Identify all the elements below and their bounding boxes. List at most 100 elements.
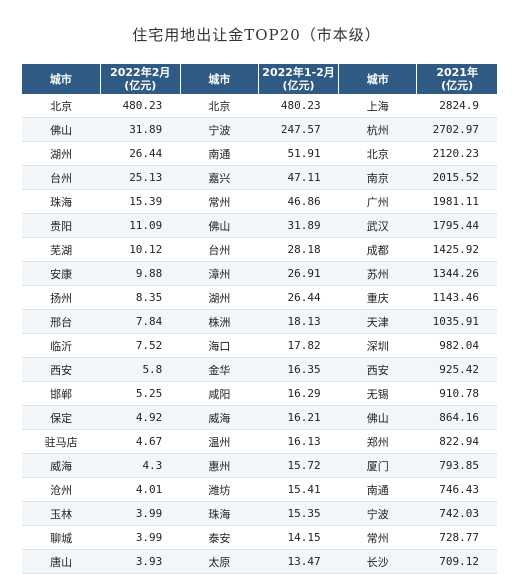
cell-value-2021: 910.78 — [416, 381, 497, 406]
cell-value-2021: 742.03 — [416, 501, 497, 526]
cell-value-feb-2022: 4.67 — [100, 429, 181, 454]
cell-value-janfeb-2022: 480.23 — [258, 94, 339, 118]
cell-value-janfeb-2022: 14.15 — [258, 525, 339, 550]
cell-city-janfeb: 金华 — [180, 357, 259, 382]
cell-value-2021: 2120.23 — [416, 141, 497, 166]
cell-value-feb-2022: 4.92 — [100, 405, 181, 430]
cell-value-2021: 864.16 — [416, 405, 497, 430]
cell-city-janfeb: 嘉兴 — [180, 165, 259, 190]
cell-city-feb: 湖州 — [22, 141, 101, 166]
cell-city-janfeb: 泰安 — [180, 525, 259, 550]
cell-city-2021: 广州 — [338, 189, 417, 214]
header-feb-2022-unit: (亿元) — [124, 79, 157, 92]
cell-value-2021: 728.77 — [416, 525, 497, 550]
table-body: 北京 480.23 北京 480.23 上海 2824.9 佛山 31.89 宁波 247.57 杭… — [22, 94, 497, 574]
header-2021-period: 2021年 — [436, 66, 478, 79]
cell-city-janfeb: 海口 — [180, 333, 259, 358]
cell-city-2021: 无锡 — [338, 381, 417, 406]
header-2021: 2021年 (亿元) — [416, 64, 497, 94]
cell-value-2021: 2015.52 — [416, 165, 497, 190]
cell-value-janfeb-2022: 16.13 — [258, 429, 339, 454]
cell-city-2021: 南京 — [338, 165, 417, 190]
table-row: 西安 5.8 金华 16.35 西安 925.42 — [22, 357, 497, 382]
cell-city-feb: 邯郸 — [22, 381, 101, 406]
cell-value-janfeb-2022: 26.44 — [258, 285, 339, 310]
cell-value-feb-2022: 7.52 — [100, 333, 181, 358]
table-row: 邢台 7.84 株洲 18.13 天津 1035.91 — [22, 309, 497, 334]
cell-city-janfeb: 株洲 — [180, 309, 259, 334]
cell-value-feb-2022: 26.44 — [100, 141, 181, 166]
cell-value-feb-2022: 3.99 — [100, 501, 181, 526]
cell-value-feb-2022: 25.13 — [100, 165, 181, 190]
cell-value-feb-2022: 3.93 — [100, 549, 181, 574]
header-city-feb: 城市 — [22, 64, 101, 94]
cell-city-janfeb: 潍坊 — [180, 477, 259, 502]
cell-value-feb-2022: 9.88 — [100, 261, 181, 286]
cell-value-janfeb-2022: 15.41 — [258, 477, 339, 502]
cell-value-feb-2022: 8.35 — [100, 285, 181, 310]
table-row: 沧州 4.01 潍坊 15.41 南通 746.43 — [22, 477, 497, 502]
cell-value-feb-2022: 4.01 — [100, 477, 181, 502]
table-row: 玉林 3.99 珠海 15.35 宁波 742.03 — [22, 501, 497, 526]
cell-city-2021: 上海 — [338, 94, 417, 118]
cell-city-2021: 郑州 — [338, 429, 417, 454]
header-janfeb-2022: 2022年1-2月 (亿元) — [258, 64, 340, 94]
table-header-row: 城市 2022年2月 (亿元) 城市 2022年1-2月 (亿元) 城市 202… — [22, 64, 497, 94]
cell-value-2021: 746.43 — [416, 477, 497, 502]
cell-city-2021: 西安 — [338, 357, 417, 382]
cell-value-2021: 1795.44 — [416, 213, 497, 238]
cell-city-feb: 唐山 — [22, 549, 101, 574]
cell-city-2021: 武汉 — [338, 213, 417, 238]
cell-city-janfeb: 湖州 — [180, 285, 259, 310]
cell-value-feb-2022: 3.99 — [100, 525, 181, 550]
cell-value-feb-2022: 5.25 — [100, 381, 181, 406]
cell-value-2021: 1425.92 — [416, 237, 497, 262]
cell-value-feb-2022: 31.89 — [100, 117, 181, 142]
cell-value-2021: 793.85 — [416, 453, 497, 478]
table-row: 保定 4.92 威海 16.21 佛山 864.16 — [22, 405, 497, 430]
cell-city-2021: 重庆 — [338, 285, 417, 310]
cell-value-2021: 925.42 — [416, 357, 497, 382]
cell-city-feb: 台州 — [22, 165, 101, 190]
cell-value-janfeb-2022: 15.72 — [258, 453, 339, 478]
cell-city-janfeb: 珠海 — [180, 501, 259, 526]
cell-value-janfeb-2022: 16.35 — [258, 357, 339, 382]
cell-city-janfeb: 北京 — [180, 94, 259, 118]
table-row: 湖州 26.44 南通 51.91 北京 2120.23 — [22, 141, 497, 166]
cell-value-2021: 2824.9 — [416, 94, 497, 118]
table-row: 珠海 15.39 常州 46.86 广州 1981.11 — [22, 189, 497, 214]
cell-city-feb: 扬州 — [22, 285, 101, 310]
table-row: 威海 4.3 惠州 15.72 厦门 793.85 — [22, 453, 497, 478]
cell-value-2021: 1981.11 — [416, 189, 497, 214]
table-row: 芜湖 10.12 台州 28.18 成都 1425.92 — [22, 237, 497, 262]
cell-city-janfeb: 咸阳 — [180, 381, 259, 406]
cell-value-janfeb-2022: 17.82 — [258, 333, 339, 358]
cell-city-2021: 常州 — [338, 525, 417, 550]
table-row: 北京 480.23 北京 480.23 上海 2824.9 — [22, 94, 497, 118]
cell-value-2021: 982.04 — [416, 333, 497, 358]
table-row: 临沂 7.52 海口 17.82 深圳 982.04 — [22, 333, 497, 358]
cell-city-feb: 临沂 — [22, 333, 101, 358]
table-row: 聊城 3.99 泰安 14.15 常州 728.77 — [22, 525, 497, 550]
cell-city-2021: 成都 — [338, 237, 417, 262]
cell-value-janfeb-2022: 16.21 — [258, 405, 339, 430]
cell-value-feb-2022: 480.23 — [100, 94, 181, 118]
cell-city-feb: 威海 — [22, 453, 101, 478]
cell-city-2021: 杭州 — [338, 117, 417, 142]
cell-city-feb: 驻马店 — [22, 429, 101, 454]
land-revenue-table: 城市 2022年2月 (亿元) 城市 2022年1-2月 (亿元) 城市 202… — [22, 64, 497, 574]
cell-city-janfeb: 常州 — [180, 189, 259, 214]
table-row: 驻马店 4.67 温州 16.13 郑州 822.94 — [22, 429, 497, 454]
cell-city-2021: 厦门 — [338, 453, 417, 478]
page-title: 住宅用地出让金TOP20（市本级） — [132, 26, 381, 44]
cell-city-feb: 沧州 — [22, 477, 101, 502]
cell-value-janfeb-2022: 26.91 — [258, 261, 339, 286]
cell-value-2021: 1143.46 — [416, 285, 497, 310]
cell-city-2021: 苏州 — [338, 261, 417, 286]
table-row: 扬州 8.35 湖州 26.44 重庆 1143.46 — [22, 285, 497, 310]
cell-city-feb: 佛山 — [22, 117, 101, 142]
header-city-janfeb: 城市 — [180, 64, 259, 94]
cell-value-janfeb-2022: 47.11 — [258, 165, 339, 190]
cell-value-janfeb-2022: 18.13 — [258, 309, 339, 334]
cell-value-janfeb-2022: 51.91 — [258, 141, 339, 166]
